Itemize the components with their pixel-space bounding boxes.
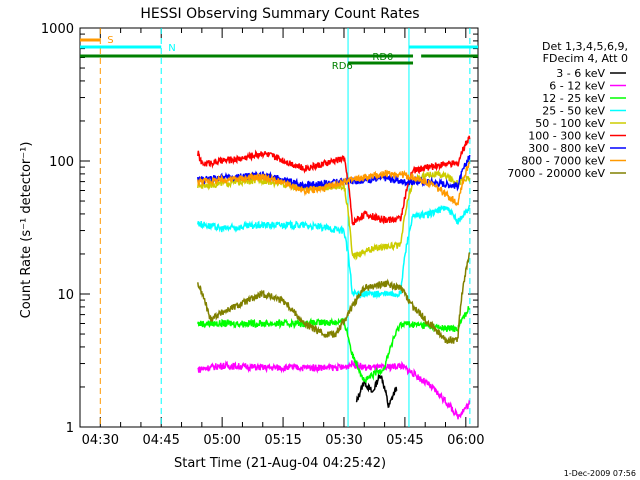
series-line bbox=[197, 135, 471, 226]
legend-header: FDecim 4, Att 0 bbox=[543, 52, 628, 65]
state-bar-label: RD6 bbox=[332, 61, 353, 72]
chart-title: HESSI Observing Summary Count Rates bbox=[140, 6, 419, 22]
legend-label: 800 - 7000 keV bbox=[521, 155, 605, 168]
legend-label: 25 - 50 keV bbox=[542, 105, 605, 118]
state-bar-label: S bbox=[107, 35, 113, 46]
y-tick-label: 1 bbox=[66, 421, 74, 436]
legend: Det 1,3,4,5,6,9,FDecim 4, Att 0 3 - 6 keV… bbox=[507, 40, 628, 180]
series-line bbox=[197, 204, 471, 300]
y-tick-label: 100 bbox=[49, 155, 74, 170]
legend-label: 300 - 800 keV bbox=[528, 142, 605, 155]
plot-area: 1 10 100 1000 04:30 04:45 05:00 05:15 05:30 05:45… bbox=[41, 22, 485, 448]
legend-label: 3 - 6 keV bbox=[556, 67, 605, 80]
x-tick-label: 06:00 bbox=[447, 433, 484, 448]
x-tick-label: 04:45 bbox=[142, 433, 179, 448]
legend-label: 7000 - 20000 keV bbox=[507, 167, 605, 180]
state-bar-label: N bbox=[168, 43, 175, 54]
x-tick-label: 04:30 bbox=[82, 433, 119, 448]
x-tick-label: 05:30 bbox=[325, 433, 362, 448]
y-tick-label: 1000 bbox=[41, 22, 74, 37]
legend-label: 6 - 12 keV bbox=[549, 80, 605, 93]
legend-header: Det 1,3,4,5,6,9, bbox=[542, 40, 628, 53]
y-tick-label: 10 bbox=[57, 288, 74, 303]
series-line bbox=[197, 360, 471, 420]
timestamp: 1-Dec-2009 07:56 bbox=[564, 469, 636, 478]
legend-label: 12 - 25 keV bbox=[542, 92, 605, 105]
y-axis-label: Count Rate (s⁻¹ detector⁻¹) bbox=[19, 142, 34, 319]
series-line bbox=[197, 252, 471, 344]
x-tick-label: 05:00 bbox=[203, 433, 240, 448]
series-line bbox=[197, 306, 471, 383]
series-line bbox=[197, 160, 471, 207]
x-tick-label: 05:15 bbox=[264, 433, 301, 448]
plot-frame bbox=[79, 27, 479, 428]
x-tick-label: 05:45 bbox=[386, 433, 423, 448]
legend-label: 100 - 300 keV bbox=[528, 130, 605, 143]
legend-label: 50 - 100 keV bbox=[535, 117, 605, 130]
x-axis-label: Start Time (21-Aug-04 04:25:42) bbox=[174, 456, 386, 471]
state-bar-label: RD0 bbox=[372, 52, 393, 63]
series-line bbox=[355, 372, 398, 409]
